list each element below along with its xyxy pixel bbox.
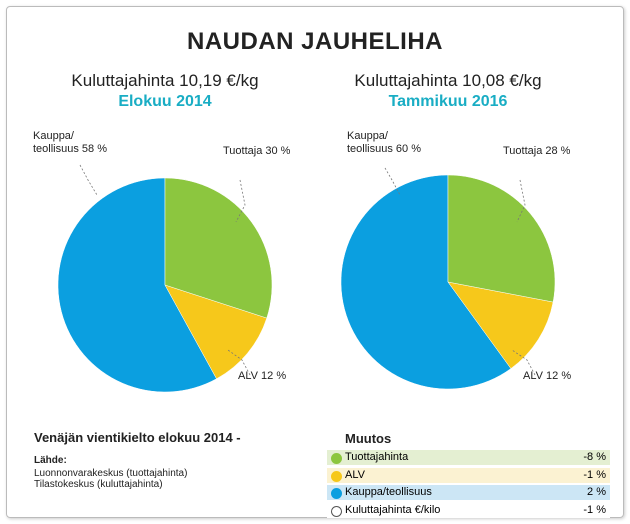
change-value: -1 % xyxy=(583,503,606,516)
pie-slice xyxy=(164,284,268,380)
leader xyxy=(235,179,246,223)
pie-slice xyxy=(447,281,554,369)
change-value: -8 % xyxy=(583,451,606,463)
change-name: Tuottajahinta xyxy=(345,451,409,463)
change-name: ALV xyxy=(345,468,365,481)
slice-label: Kauppa/ teollisuus 60 % xyxy=(347,130,421,155)
change-row: Kauppa/teollisuus 2 % xyxy=(327,485,610,500)
dot xyxy=(331,505,342,517)
frame xyxy=(6,6,624,518)
pie-slice xyxy=(164,177,273,319)
slice-label: Kauppa/ teollisuus 58 % xyxy=(33,130,107,155)
source: Luonnonvarakeskus (tuottajahinta) xyxy=(34,468,188,479)
chart-subtitle: Tammikuu 2016 xyxy=(388,93,508,110)
leader xyxy=(516,179,526,223)
title: NAUDAN JAUHELIHA xyxy=(186,28,443,55)
chart-title: Kuluttajahinta 10,19 €/kg xyxy=(71,71,259,90)
leader xyxy=(79,164,98,196)
source-label: Lähde: xyxy=(34,455,67,466)
chart-subtitle: Elokuu 2014 xyxy=(118,93,212,110)
change-name: Kauppa/teollisuus xyxy=(345,486,432,498)
change-row: Kuluttajahinta €/kilo -1 % xyxy=(327,502,610,518)
slice-label: ALV 12 % xyxy=(523,370,572,382)
source: Tilastokeskus (kuluttajahinta) xyxy=(34,479,163,490)
leader xyxy=(227,349,251,376)
slice-label: Tuottaja 30 % xyxy=(223,145,291,157)
leader xyxy=(511,349,536,376)
change-row: Tuottajahinta -8 % xyxy=(327,450,610,465)
dot xyxy=(331,453,342,464)
slice-label: ALV 12 % xyxy=(238,370,287,382)
change-value: -1 % xyxy=(583,468,606,481)
pie-slice xyxy=(340,174,512,390)
pie-slice xyxy=(57,177,217,393)
changes-heading: Muutos xyxy=(345,431,392,446)
leader xyxy=(384,167,401,196)
dot xyxy=(331,470,342,482)
leaders xyxy=(79,164,536,376)
chart-title: Kuluttajahinta 10,08 €/kg xyxy=(354,71,542,90)
pie-slice xyxy=(447,174,556,303)
change-row: ALV -1 % xyxy=(327,467,610,483)
change-name: Kuluttajahinta €/kilo xyxy=(345,503,441,516)
change-value: 2 % xyxy=(587,486,606,498)
slice-label: Tuottaja 28 % xyxy=(503,145,571,157)
dot xyxy=(331,488,342,499)
footer-heading: Venäjän vientikielto elokuu 2014 - xyxy=(34,430,241,445)
